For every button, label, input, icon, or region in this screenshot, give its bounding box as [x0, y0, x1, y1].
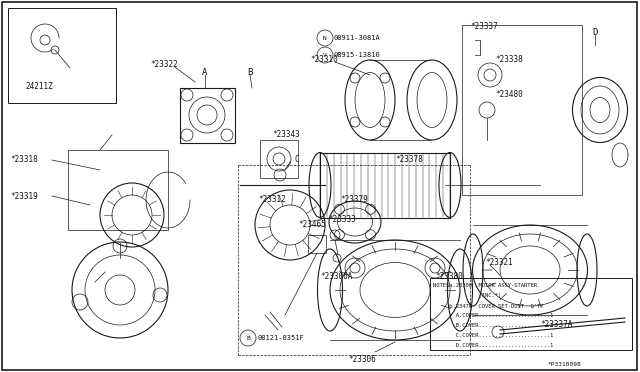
Text: *23337: *23337	[470, 22, 498, 31]
Text: 08121-0351F: 08121-0351F	[258, 335, 305, 341]
Text: (INC.*): (INC.*)	[433, 293, 501, 298]
Text: C.COVER......................1: C.COVER......................1	[433, 333, 553, 338]
Text: D.COVER......................1: D.COVER......................1	[433, 343, 553, 348]
Text: V: V	[323, 52, 327, 58]
Bar	[430, 278, 632, 350]
Text: *23480: *23480	[495, 90, 523, 99]
Text: *23337A: *23337A	[540, 320, 572, 329]
Text: *23465: *23465	[298, 220, 326, 229]
Text: A: A	[202, 68, 208, 77]
Text: *23310: *23310	[310, 55, 338, 64]
Bar	[8, 8, 116, 103]
Bar	[320, 153, 450, 218]
Text: *23379: *23379	[340, 195, 368, 204]
Text: *23378: *23378	[395, 155, 423, 164]
Bar	[462, 25, 582, 195]
Text: *P3310098: *P3310098	[548, 362, 582, 367]
Text: *23306: *23306	[348, 355, 376, 364]
Text: 24211Z: 24211Z	[25, 82, 52, 91]
Text: *23338: *23338	[495, 55, 523, 64]
Bar	[180, 88, 235, 143]
Text: *23333: *23333	[328, 215, 356, 224]
Text: B.COVER......................1: B.COVER......................1	[433, 323, 553, 328]
Text: *23380: *23380	[435, 272, 463, 281]
Text: NOTESa.23300  MOTOR ASSY-STARTER: NOTESa.23300 MOTOR ASSY-STARTER	[433, 283, 537, 288]
Text: *23319: *23319	[10, 192, 38, 201]
Bar	[308, 235, 326, 253]
Text: *23312: *23312	[258, 195, 285, 204]
Text: D: D	[592, 28, 598, 37]
Bar	[260, 140, 298, 178]
Text: *23321: *23321	[485, 258, 513, 267]
Text: 08911-3081A: 08911-3081A	[334, 35, 381, 41]
Text: *23322: *23322	[150, 60, 178, 69]
Text: N: N	[323, 35, 327, 41]
Text: C: C	[295, 155, 300, 164]
Text: B: B	[246, 336, 250, 340]
Text: *23318: *23318	[10, 155, 38, 164]
Text: B: B	[247, 68, 253, 77]
Text: b.23470  COVER SET-DUST  Q'TY: b.23470 COVER SET-DUST Q'TY	[433, 303, 543, 308]
Text: 08915-13810: 08915-13810	[334, 52, 381, 58]
Bar	[68, 150, 168, 230]
Text: *23343: *23343	[272, 130, 300, 139]
Text: *23306A: *23306A	[320, 272, 353, 281]
Text: A.COVER......................1: A.COVER......................1	[433, 313, 553, 318]
